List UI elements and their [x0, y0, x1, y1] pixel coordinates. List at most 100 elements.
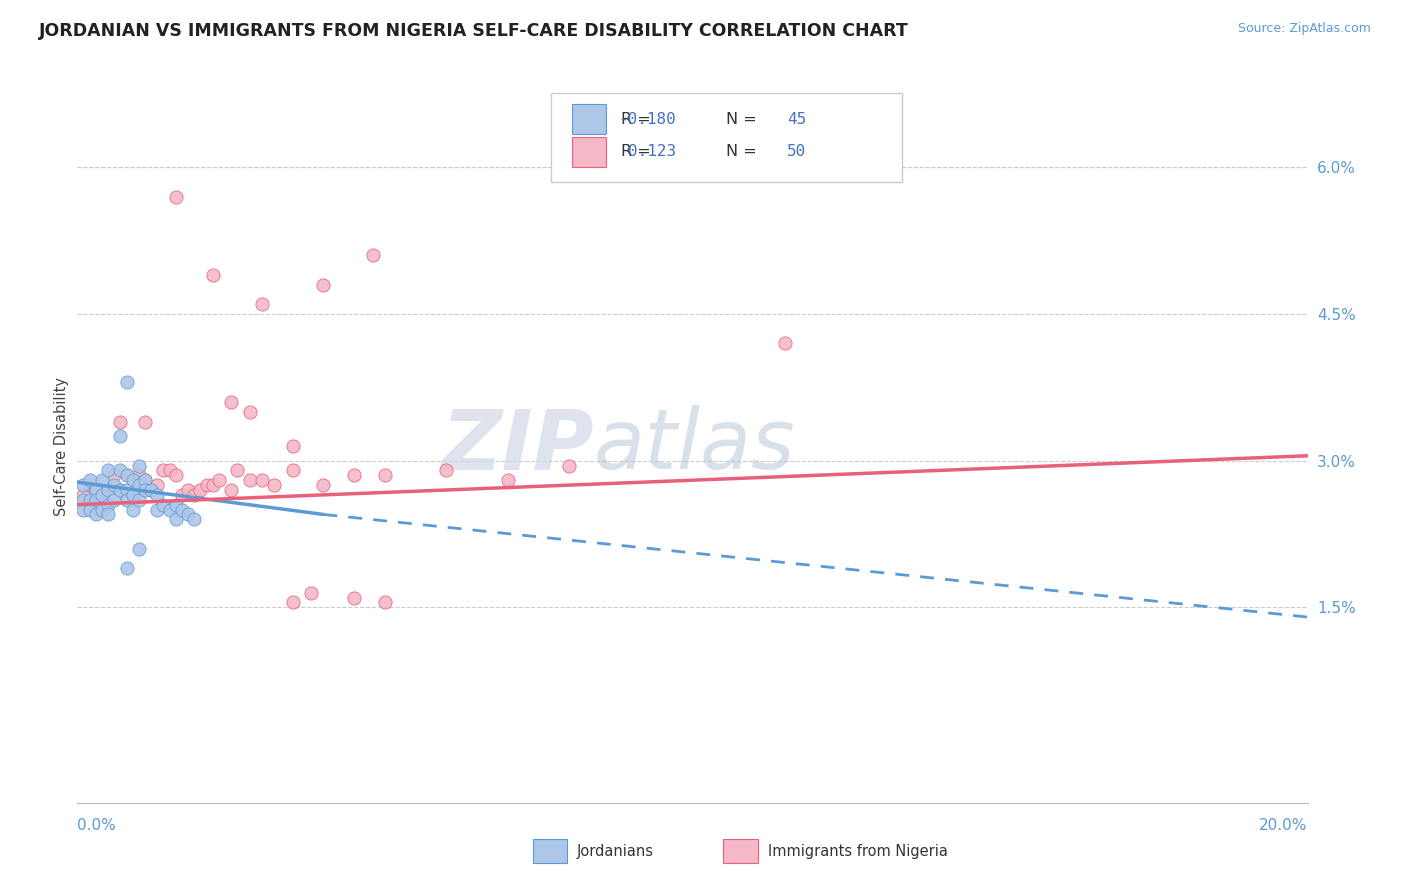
Point — [134, 483, 156, 497]
Text: Jordanians: Jordanians — [576, 844, 654, 859]
Point — [239, 473, 262, 487]
Point — [226, 463, 249, 477]
Point — [110, 483, 132, 497]
Point — [250, 473, 273, 487]
Point — [110, 483, 132, 497]
Point — [239, 405, 262, 419]
Point — [141, 483, 163, 497]
Point — [128, 483, 150, 497]
Point — [84, 483, 107, 497]
Point — [152, 498, 174, 512]
Point — [361, 248, 384, 262]
Point — [72, 492, 94, 507]
Text: 50: 50 — [787, 145, 807, 160]
Point — [121, 502, 143, 516]
Point — [115, 492, 138, 507]
Point — [558, 458, 581, 473]
Point — [79, 492, 101, 507]
Point — [72, 478, 94, 492]
Point — [128, 492, 150, 507]
Text: R =: R = — [621, 145, 651, 160]
Point — [97, 483, 120, 497]
Point — [170, 488, 193, 502]
Point — [177, 483, 200, 497]
Point — [72, 502, 94, 516]
Y-axis label: Self-Care Disability: Self-Care Disability — [53, 376, 69, 516]
Point — [201, 268, 224, 282]
Point — [97, 483, 120, 497]
Point — [134, 473, 156, 487]
Point — [115, 561, 138, 575]
Point — [374, 595, 396, 609]
Point — [343, 468, 366, 483]
Point — [170, 502, 193, 516]
Point — [90, 473, 114, 487]
Point — [177, 508, 200, 522]
Point — [208, 473, 231, 487]
Point — [128, 541, 150, 556]
Point — [134, 415, 156, 429]
Point — [79, 502, 101, 516]
Point — [165, 512, 187, 526]
Point — [201, 478, 224, 492]
Point — [436, 463, 458, 477]
Point — [121, 492, 143, 507]
Point — [152, 463, 174, 477]
Point — [97, 463, 120, 477]
Point — [183, 512, 205, 526]
Point — [128, 478, 150, 492]
Point — [134, 473, 156, 487]
Point — [188, 483, 212, 497]
Point — [72, 488, 94, 502]
Point — [84, 483, 107, 497]
Text: -0.180: -0.180 — [619, 112, 676, 127]
Point — [281, 463, 304, 477]
Point — [374, 468, 396, 483]
Text: JORDANIAN VS IMMIGRANTS FROM NIGERIA SELF-CARE DISABILITY CORRELATION CHART: JORDANIAN VS IMMIGRANTS FROM NIGERIA SEL… — [39, 22, 910, 40]
Point — [110, 429, 132, 443]
Point — [195, 478, 218, 492]
Point — [299, 585, 322, 599]
Point — [79, 473, 101, 487]
Point — [281, 439, 304, 453]
Point — [281, 595, 304, 609]
Point — [165, 468, 187, 483]
Point — [103, 492, 125, 507]
Point — [121, 473, 143, 487]
Point — [110, 415, 132, 429]
Point — [146, 502, 169, 516]
Point — [115, 468, 138, 483]
Point — [79, 478, 101, 492]
Point — [103, 478, 125, 492]
Point — [110, 463, 132, 477]
Text: 0.0%: 0.0% — [77, 818, 117, 832]
Text: N =: N = — [725, 112, 756, 127]
Text: 45: 45 — [787, 112, 807, 127]
Point — [263, 478, 285, 492]
FancyBboxPatch shape — [551, 93, 901, 182]
Point — [128, 458, 150, 473]
Point — [103, 468, 125, 483]
Text: N =: N = — [725, 145, 756, 160]
FancyBboxPatch shape — [572, 104, 606, 134]
Point — [312, 277, 335, 292]
Point — [84, 508, 107, 522]
FancyBboxPatch shape — [723, 839, 758, 863]
Text: 20.0%: 20.0% — [1260, 818, 1308, 832]
Point — [159, 502, 181, 516]
Point — [159, 463, 181, 477]
Text: 0.123: 0.123 — [628, 145, 676, 160]
Point — [165, 498, 187, 512]
Point — [115, 376, 138, 390]
Point — [219, 483, 242, 497]
Point — [90, 488, 114, 502]
Point — [141, 483, 163, 497]
Point — [90, 502, 114, 516]
Text: Source: ZipAtlas.com: Source: ZipAtlas.com — [1237, 22, 1371, 36]
Point — [343, 591, 366, 605]
Point — [146, 478, 169, 492]
Point — [496, 473, 519, 487]
Point — [128, 468, 150, 483]
Text: Immigrants from Nigeria: Immigrants from Nigeria — [768, 844, 948, 859]
Point — [90, 488, 114, 502]
